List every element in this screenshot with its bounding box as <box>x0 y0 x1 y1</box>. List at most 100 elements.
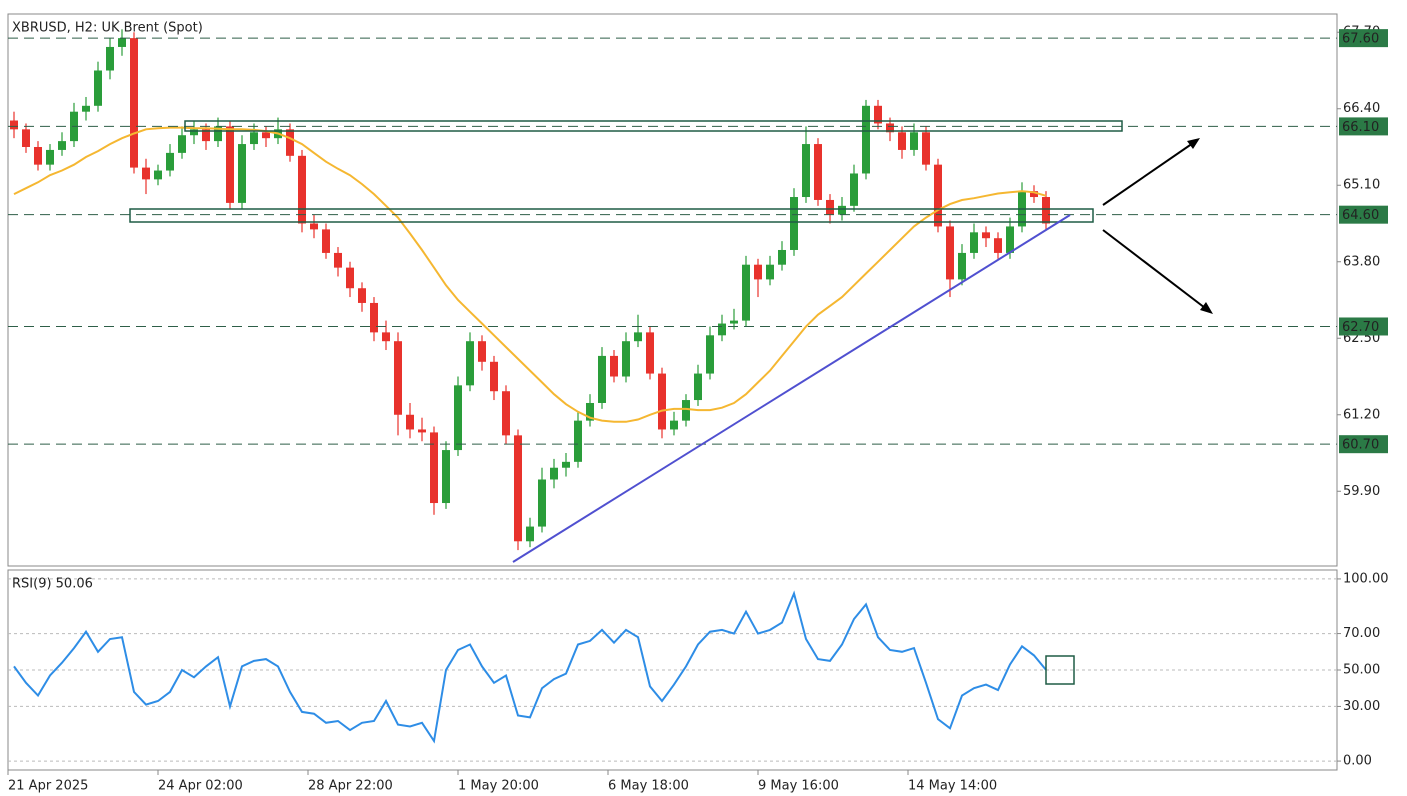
candle-body <box>982 232 990 239</box>
rsi-marker <box>1045 655 1075 685</box>
candle-body <box>322 229 330 253</box>
y-tick-label: 66.40 <box>1343 101 1380 116</box>
candle-body <box>34 146 42 165</box>
candle-body <box>562 461 570 468</box>
y-tick-label: 63.80 <box>1343 254 1380 269</box>
candle-body <box>46 149 54 165</box>
candle-body <box>550 467 558 480</box>
candle-body <box>370 302 378 333</box>
arrow-head <box>1200 302 1213 314</box>
candle-body <box>958 252 966 280</box>
support-zone <box>129 208 1094 223</box>
level-label: 64.60 <box>1342 208 1379 223</box>
candle-body <box>970 232 978 253</box>
candle-body <box>466 341 474 386</box>
candle-body <box>1006 226 1014 253</box>
candle-body <box>442 450 450 504</box>
arrow-down <box>1102 229 1210 312</box>
candle-body <box>538 479 546 527</box>
candle-body <box>394 341 402 415</box>
price-panel <box>7 13 1338 567</box>
candle-body <box>250 132 258 145</box>
candle-body <box>682 400 690 421</box>
candle-body <box>574 420 582 462</box>
candle-body <box>130 38 138 168</box>
candle-body <box>142 167 150 180</box>
candle-body <box>478 341 486 362</box>
candle-body <box>502 391 510 436</box>
candle-body <box>850 173 858 206</box>
candle-body <box>298 155 306 224</box>
candle-body <box>586 402 594 421</box>
candle-body <box>742 264 750 321</box>
candle-body <box>1042 197 1050 224</box>
candle-body <box>814 144 822 200</box>
candle-body <box>1030 191 1038 198</box>
candle-body <box>178 135 186 153</box>
candle-body <box>922 132 930 165</box>
x-tick-label: 28 Apr 22:00 <box>308 779 393 794</box>
candle-body <box>202 129 210 142</box>
x-tick-label: 1 May 20:00 <box>458 779 539 794</box>
y-tick-label: 50.00 <box>1343 663 1380 678</box>
candle-body <box>430 432 438 504</box>
candle-body <box>994 238 1002 253</box>
candle-body <box>418 429 426 433</box>
candle-body <box>10 120 18 130</box>
candle-body <box>670 420 678 430</box>
candle-body <box>514 435 522 542</box>
candle-body <box>490 361 498 392</box>
rsi-title: RSI(9) 50.06 <box>12 577 93 592</box>
level-label: 67.60 <box>1342 32 1379 47</box>
level-label-bg <box>1339 435 1388 454</box>
candle-body <box>166 152 174 171</box>
candle-body <box>406 414 414 430</box>
y-tick-label: 70.00 <box>1343 626 1380 641</box>
candle-body <box>754 264 762 280</box>
candle-body <box>910 132 918 150</box>
x-tick-label: 6 May 18:00 <box>608 779 689 794</box>
candle-body <box>934 164 942 227</box>
candle-body <box>694 373 702 401</box>
candle-body <box>22 129 30 147</box>
candle-body <box>730 320 738 324</box>
level-label-bg <box>1339 317 1388 336</box>
candle-body <box>238 144 246 203</box>
candle-body <box>286 129 294 156</box>
x-tick-label: 24 Apr 02:00 <box>158 779 243 794</box>
candle-body <box>898 132 906 150</box>
y-tick-label: 0.00 <box>1343 754 1372 769</box>
arrow-head <box>1187 138 1200 149</box>
candle-body <box>838 205 846 215</box>
candle-body <box>646 332 654 374</box>
y-tick-label: 100.00 <box>1343 571 1389 586</box>
candle-body <box>454 385 462 451</box>
level-label: 66.10 <box>1342 120 1379 135</box>
candle-body <box>382 332 390 342</box>
x-tick-label: 21 Apr 2025 <box>8 779 88 794</box>
chart-title: XBRUSD, H2: UK Brent (Spot) <box>12 21 203 36</box>
candle-body <box>154 170 162 180</box>
candle-body <box>226 126 234 203</box>
resistance-zone <box>184 120 1123 132</box>
candle-body <box>598 355 606 403</box>
candle-body <box>334 252 342 268</box>
candle-body <box>58 141 66 150</box>
candle-body <box>82 105 90 112</box>
level-label: 62.70 <box>1342 320 1379 335</box>
candle-body <box>658 373 666 430</box>
candle-body <box>946 226 954 280</box>
candle-body <box>886 123 894 133</box>
candle-body <box>526 526 534 542</box>
candle-body <box>106 46 114 71</box>
level-label-bg <box>1339 29 1388 48</box>
candle-body <box>310 223 318 230</box>
candle-body <box>790 197 798 250</box>
candle-body <box>190 129 198 136</box>
trend-line <box>512 214 1071 563</box>
candle-body <box>622 341 630 377</box>
candle-body <box>262 132 270 139</box>
